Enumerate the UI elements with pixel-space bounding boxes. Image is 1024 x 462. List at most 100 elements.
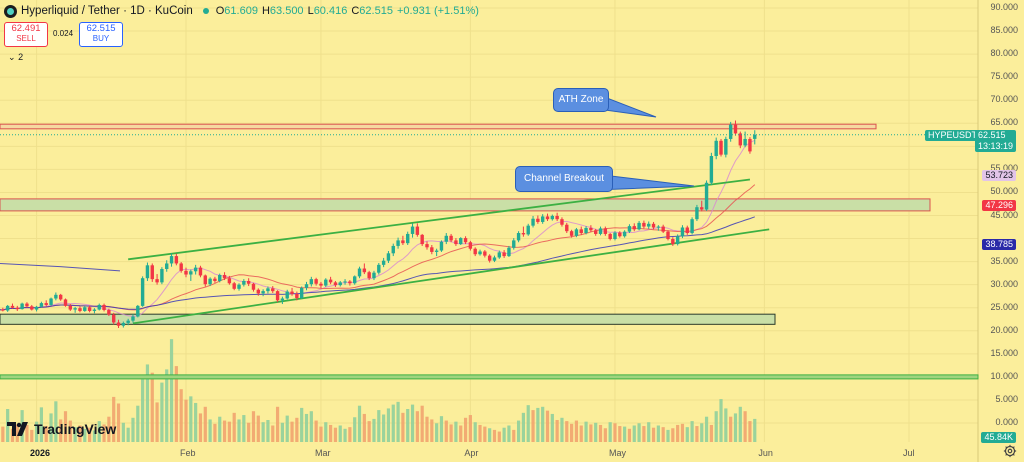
- bar-countdown: 13:13:19: [977, 140, 1013, 151]
- volume-bar: [661, 427, 665, 442]
- candle-body: [237, 284, 241, 289]
- volume-bar: [92, 430, 97, 442]
- market-open-dot-icon: [202, 8, 209, 14]
- horizontal-zones[interactable]: [0, 123, 979, 380]
- candle-body: [569, 231, 574, 236]
- candle-body: [83, 307, 87, 311]
- volume-bar: [25, 424, 29, 442]
- candle: [169, 253, 174, 267]
- volume-bar: [680, 423, 685, 442]
- symbol-title[interactable]: Hyperliquid / Tether · 1D · KuCoin: [21, 5, 193, 17]
- candle: [73, 306, 77, 313]
- hyperliquid-logo-icon: [4, 4, 17, 18]
- price-axis-label: 20.000: [990, 324, 1018, 335]
- indicators-toggle[interactable]: ⌄ 2: [8, 52, 23, 63]
- candle: [203, 274, 207, 287]
- volume-bar: [290, 421, 294, 442]
- volume-bar: [690, 421, 694, 442]
- candle: [107, 308, 111, 317]
- volume-bar: [516, 420, 521, 442]
- volume-bar: [492, 429, 497, 442]
- ath-zone-callout[interactable]: ATH Zone: [553, 88, 609, 112]
- candle: [314, 277, 318, 286]
- candle: [555, 212, 559, 222]
- channel-breakout-callout[interactable]: Channel Breakout: [515, 166, 613, 192]
- candle-body: [271, 288, 275, 292]
- candle: [401, 235, 405, 246]
- candle: [521, 226, 526, 237]
- candle: [651, 221, 656, 230]
- candle-body: [348, 281, 352, 284]
- candle-body: [589, 227, 593, 231]
- volume-bar: [150, 372, 154, 442]
- date-axis-label: Jul: [903, 448, 915, 458]
- buy-button[interactable]: 62.515 BUY: [79, 22, 123, 47]
- sell-label: SELL: [16, 34, 36, 43]
- candle: [261, 289, 265, 297]
- volume-bar: [68, 420, 72, 442]
- candle-body: [728, 124, 733, 139]
- candle: [68, 304, 73, 311]
- volume-bar: [121, 422, 125, 442]
- candle: [126, 318, 130, 326]
- settings-gear-icon[interactable]: [1003, 444, 1017, 458]
- candle: [719, 138, 723, 157]
- candle-body: [690, 219, 694, 234]
- candle: [512, 238, 516, 250]
- volume-bar: [300, 407, 304, 442]
- candle: [39, 301, 44, 308]
- candle: [536, 215, 540, 224]
- candle: [483, 250, 487, 258]
- volume-bar: [488, 428, 492, 442]
- volume-bar: [232, 412, 236, 442]
- candle-body: [555, 215, 559, 220]
- volume-bar: [570, 423, 574, 442]
- candle: [116, 319, 121, 329]
- candle-body: [155, 279, 159, 283]
- candle-body: [1, 309, 5, 311]
- volume-bar: [372, 418, 376, 442]
- close-value: 62.515: [359, 5, 393, 17]
- candles: [1, 120, 757, 329]
- candle-body: [309, 279, 314, 285]
- volume-bar: [44, 426, 48, 442]
- candle: [695, 204, 699, 222]
- candle-body: [540, 216, 545, 222]
- volume-bar: [536, 407, 540, 442]
- volume-bar: [285, 415, 289, 442]
- candle-body: [290, 291, 294, 294]
- candle-body: [160, 268, 164, 283]
- candle-body: [246, 280, 251, 284]
- volume-bar: [145, 364, 150, 442]
- sell-price: 62.491: [11, 23, 41, 34]
- sell-button[interactable]: 62.491 SELL: [4, 22, 48, 47]
- candle: [439, 240, 444, 252]
- candle: [608, 233, 612, 241]
- open-value: 61.609: [224, 5, 258, 17]
- candle: [656, 225, 661, 231]
- candle-body: [44, 303, 48, 305]
- candle-body: [280, 298, 285, 301]
- volume-bar: [507, 425, 511, 442]
- tradingview-logo[interactable]: TradingView: [7, 421, 116, 437]
- volume-bar: [314, 420, 318, 442]
- candle: [454, 238, 458, 246]
- volume-bar: [382, 414, 386, 442]
- candle-body: [222, 274, 227, 279]
- volume-bar: [695, 426, 699, 442]
- candle-body: [724, 138, 728, 155]
- volume-bar: [343, 428, 347, 442]
- candle-body: [647, 223, 651, 227]
- price-axis-label: 15.000: [990, 347, 1018, 358]
- high-label: H: [261, 5, 270, 17]
- candle: [377, 262, 381, 275]
- open-label: O: [215, 5, 225, 17]
- volume-bar: [1, 426, 5, 442]
- candle-body: [738, 133, 742, 146]
- candle-body: [285, 291, 289, 299]
- candle-body: [126, 320, 130, 323]
- trend-channel[interactable]: [128, 178, 770, 325]
- candle-body: [463, 238, 468, 243]
- volume-bar: [189, 396, 193, 442]
